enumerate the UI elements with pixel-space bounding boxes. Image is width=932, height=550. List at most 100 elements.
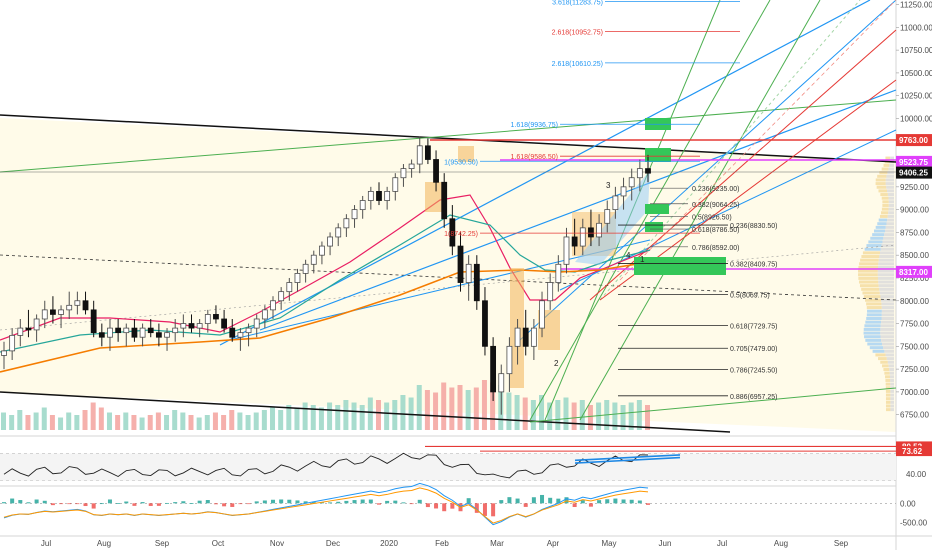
volume-bar [310, 405, 316, 430]
profile-bar [889, 163, 894, 167]
profile-bar [886, 357, 894, 361]
macd-histogram-bar [205, 500, 210, 504]
profile-bar [881, 207, 889, 211]
profile-bar [861, 255, 880, 259]
zone-green [634, 257, 726, 275]
profile-bar [888, 364, 894, 368]
zone-green [645, 148, 671, 162]
profile-bar [887, 171, 894, 175]
macd-histogram-bar [434, 503, 439, 509]
profile-bar [890, 397, 894, 401]
volume-bar [253, 412, 259, 430]
fib-label: 0.786(8592.00) [692, 245, 739, 252]
volume-bar [620, 405, 626, 430]
candle-body [539, 300, 545, 329]
profile-bar [890, 404, 894, 408]
volume-bar [294, 407, 300, 430]
candle-body [302, 263, 309, 274]
profile-bar [866, 306, 882, 310]
volume-bar [490, 382, 496, 430]
profile-bar [880, 327, 894, 331]
profile-bar [880, 193, 888, 197]
macd-histogram-bar [482, 503, 487, 516]
candle-body [90, 309, 97, 334]
blue-trend-4 [519, 0, 897, 341]
profile-bar [878, 218, 888, 222]
macd-pane: 0.00 -500.00 [0, 482, 928, 527]
profile-bar [877, 273, 894, 277]
rsi-tag [896, 446, 932, 457]
macd-histogram-bar [572, 503, 577, 508]
price-tick-label: 7500.00 [900, 342, 929, 351]
price-tick-label: 10000.00 [900, 114, 932, 123]
time-tick-label: Jul [41, 539, 51, 548]
profile-bar [868, 240, 883, 244]
candle-body [433, 159, 439, 183]
candle-body [50, 309, 56, 315]
macd-histogram-bar [10, 498, 15, 504]
volume-bar [58, 417, 64, 430]
macd-histogram-bar [262, 500, 267, 504]
macd-histogram-bar [67, 503, 72, 505]
profile-bar [879, 171, 888, 175]
volume-bar [180, 412, 186, 430]
volume-bar [628, 402, 634, 430]
volume-bar [66, 412, 72, 430]
volume-bar [115, 415, 121, 430]
profile-bar [883, 163, 890, 167]
blue-trend-2 [259, 89, 897, 331]
volume-bar [90, 402, 96, 430]
profile-bar [885, 393, 891, 397]
fib-label: 0.705(7479.00) [730, 346, 777, 353]
fib-label: 0.618(8786.50) [692, 227, 739, 234]
volume-bar [392, 400, 398, 430]
macd-histogram-bar [613, 498, 618, 504]
profile-bar [878, 262, 894, 266]
fib-label: 0.382(8409.75) [730, 261, 777, 268]
macd-histogram-bar [588, 503, 593, 507]
volume-bar [147, 415, 153, 430]
candlestick-series: 1 2 3 4 [1, 136, 651, 415]
price-tag [896, 166, 932, 179]
profile-bar [880, 335, 894, 339]
profile-bar [884, 349, 894, 353]
macd-histogram-bar [393, 500, 398, 504]
profile-bar [890, 156, 894, 160]
time-axis: Jul Aug Sep Oct Nov Dec 2020 Feb Mar Apr May Jun Jul… [41, 539, 849, 548]
volume-bar [164, 415, 170, 430]
rsi-trend-lower [574, 456, 681, 464]
candle-body [261, 309, 268, 320]
macd-histogram-bar [409, 503, 414, 505]
macd-histogram-bar [507, 497, 512, 504]
candle-body [408, 163, 415, 170]
profile-bar [887, 193, 894, 197]
profile-bar [863, 295, 881, 299]
green-channel-upper [0, 99, 897, 173]
macd-histogram-bar [91, 503, 96, 509]
fib-extension-label: 1(9530.50) [444, 159, 478, 166]
candle-body [400, 168, 407, 179]
price-tick-label: 10250.00 [900, 92, 932, 101]
profile-bar [877, 174, 887, 178]
time-tick-label: Sep [834, 539, 849, 548]
macd-histogram-bar [254, 501, 259, 504]
volume-bar [139, 417, 145, 430]
profile-bar [885, 404, 891, 408]
macd-histogram-bar [531, 497, 536, 504]
volume-bar [17, 410, 23, 430]
profile-bar [865, 338, 882, 342]
macd-histogram-bar [344, 500, 349, 504]
volume-bar [33, 412, 39, 430]
price-tag-label: 9763.00 [899, 136, 928, 145]
price-tick-label: 7750.00 [900, 320, 929, 329]
candle-body [115, 327, 122, 334]
volume-bar [9, 415, 15, 430]
profile-bar [864, 335, 881, 339]
candle-body [9, 334, 16, 352]
profile-bar [890, 386, 894, 390]
profile-bar [866, 244, 882, 248]
time-tick-label: Jun [659, 539, 672, 548]
candle-body [270, 300, 276, 311]
